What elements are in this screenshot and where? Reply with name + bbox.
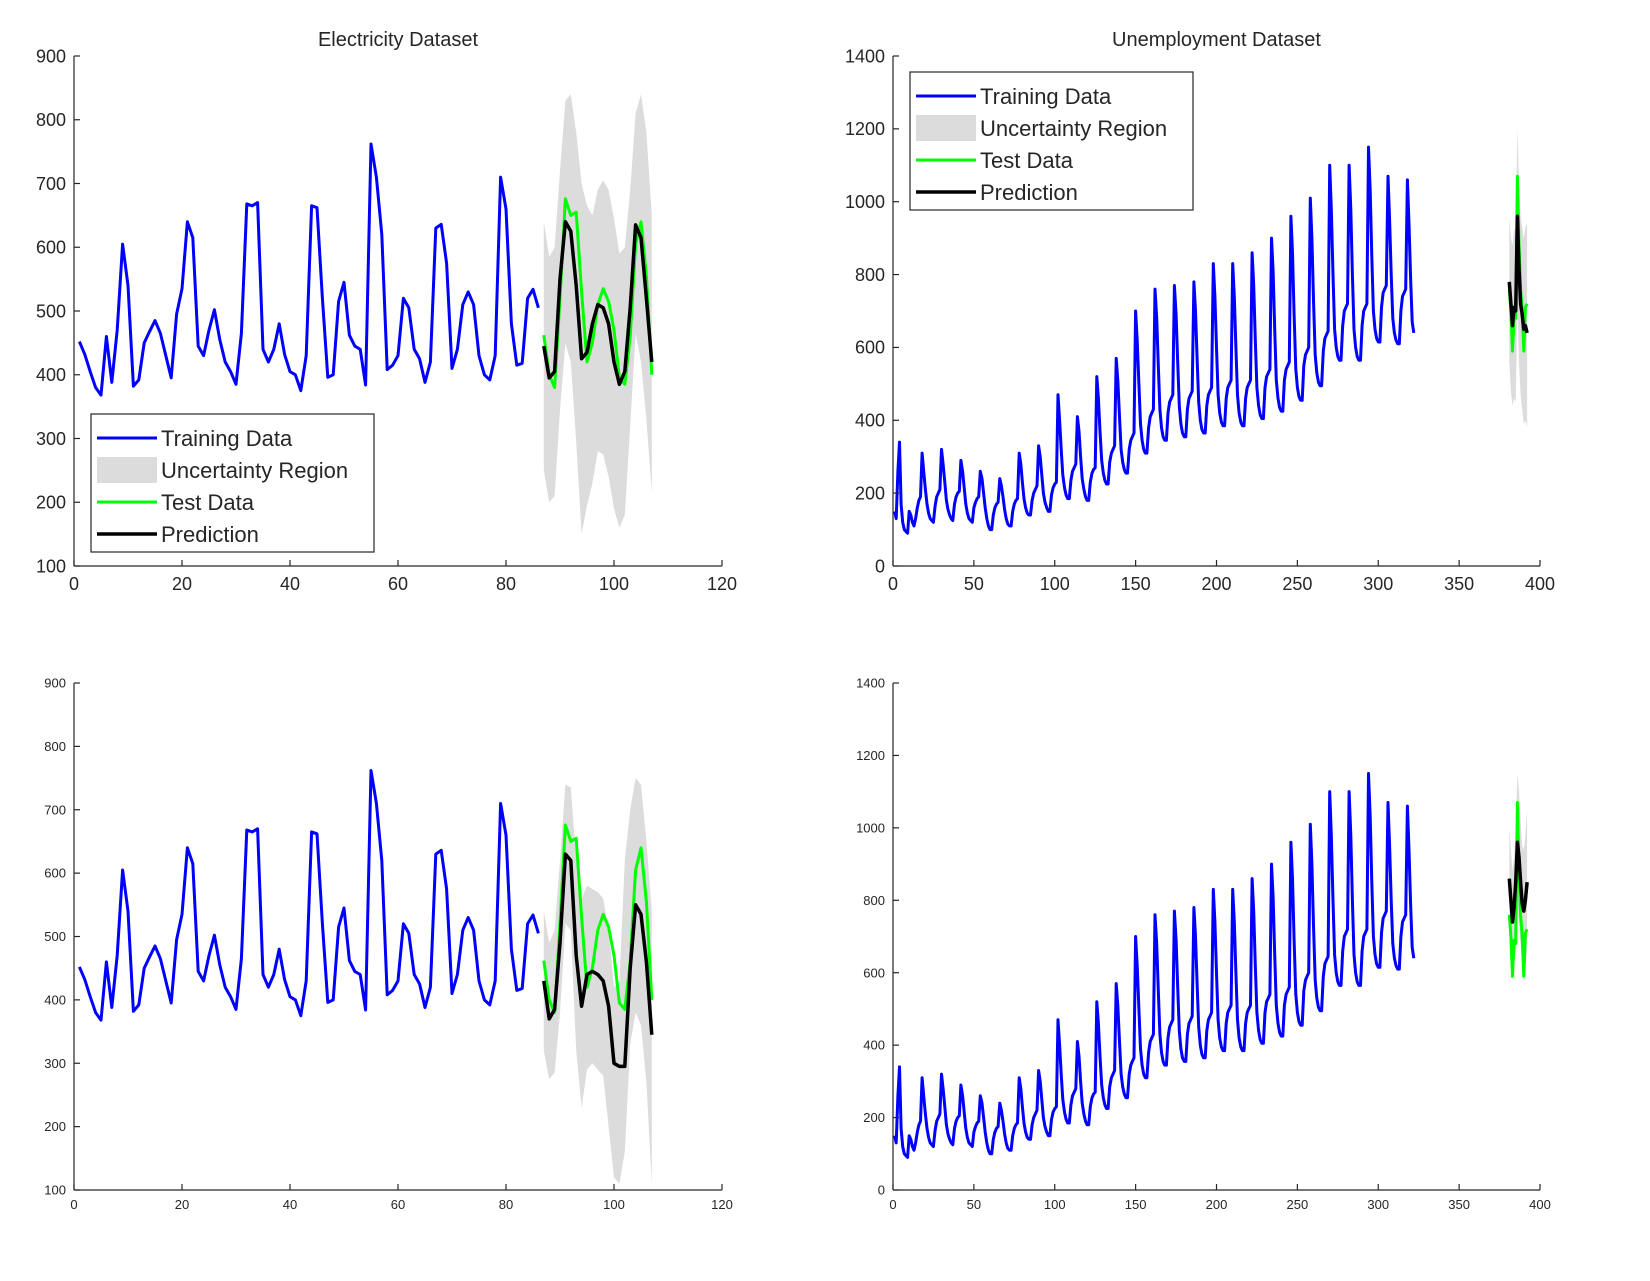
x-tick-label: 20 (172, 574, 192, 594)
prediction-line (542, 220, 654, 387)
legend-label: Training Data (980, 84, 1112, 109)
x-tick-label: 350 (1444, 574, 1474, 594)
y-tick-label: 900 (36, 46, 66, 66)
y-tick-label: 300 (36, 429, 66, 449)
y-tick-label: 400 (855, 411, 885, 431)
y-tick-label: 800 (36, 110, 66, 130)
x-tick-label: 20 (175, 1197, 189, 1212)
prediction-line (1507, 214, 1529, 334)
legend-label: Uncertainty Region (161, 458, 348, 483)
uncertainty-region (543, 778, 652, 1184)
x-tick-label: 50 (964, 574, 984, 594)
x-tick-label: 150 (1121, 574, 1151, 594)
y-tick-label: 1400 (845, 46, 885, 66)
x-tick-label: 350 (1448, 1197, 1470, 1212)
y-tick-label: 100 (36, 556, 66, 576)
x-tick-label: 60 (388, 574, 408, 594)
x-tick-label: 40 (280, 574, 300, 594)
y-tick-label: 1400 (856, 676, 885, 691)
y-tick-label: 1200 (845, 119, 885, 139)
x-tick-label: 0 (70, 1197, 77, 1212)
x-tick-label: 0 (889, 1197, 896, 1212)
y-tick-label: 600 (44, 866, 66, 881)
x-tick-label: 250 (1282, 574, 1312, 594)
y-tick-label: 600 (36, 238, 66, 258)
y-tick-label: 1000 (856, 820, 885, 835)
legend-label: Training Data (161, 426, 293, 451)
y-tick-label: 600 (855, 338, 885, 358)
x-tick-label: 100 (1044, 1197, 1066, 1212)
x-tick-label: 0 (69, 574, 79, 594)
test-data-line (1507, 174, 1529, 353)
training-data-line (893, 145, 1416, 535)
training-data-line (78, 142, 540, 397)
x-tick-label: 400 (1525, 574, 1555, 594)
subplot-top-left: 0 20 40 60 80 100 120 100 200 300 400 500 600 700 800 9… (36, 29, 737, 594)
legend-uncertainty-swatch (97, 457, 157, 483)
x-tick-label: 100 (603, 1197, 625, 1212)
y-tick-label: 600 (863, 965, 885, 980)
y-tick-label: 200 (44, 1119, 66, 1134)
y-tick-label: 700 (44, 802, 66, 817)
legend-label: Uncertainty Region (980, 116, 1167, 141)
training-data-line (893, 772, 1416, 1159)
y-tick-label: 400 (36, 365, 66, 385)
chart-title: Unemployment Dataset (1112, 29, 1321, 51)
legend-label: Test Data (980, 148, 1074, 173)
y-tick-label: 900 (44, 676, 66, 691)
x-tick-label: 150 (1125, 1197, 1147, 1212)
y-tick-label: 0 (878, 1183, 885, 1198)
y-tick-label: 800 (855, 265, 885, 285)
legend-uncertainty-swatch (916, 115, 976, 141)
y-tick-label: 0 (875, 556, 885, 576)
y-tick-label: 300 (44, 1056, 66, 1071)
y-tick-label: 800 (44, 739, 66, 754)
y-tick-label: 800 (863, 893, 885, 908)
y-tick-label: 100 (44, 1183, 66, 1198)
y-tick-label: 700 (36, 174, 66, 194)
test-data-line (1507, 801, 1529, 978)
y-tick-label: 400 (44, 992, 66, 1007)
prediction-line (1507, 840, 1529, 924)
x-tick-label: 0 (888, 574, 898, 594)
x-tick-label: 120 (711, 1197, 733, 1212)
training-data-line (78, 769, 540, 1022)
x-tick-label: 80 (499, 1197, 513, 1212)
subplot-top-right: 0 50 100 150 200 250 300 350 400 0 200 400 600 800 100… (845, 29, 1555, 594)
subplot-bottom-left: 0 20 40 60 80 100 120 100 200 300 400 500 600 700 800 9… (44, 676, 733, 1212)
x-tick-label: 60 (391, 1197, 405, 1212)
legend-label: Prediction (980, 180, 1078, 205)
y-tick-label: 400 (863, 1038, 885, 1053)
prediction-line (542, 852, 654, 1069)
x-tick-label: 250 (1287, 1197, 1309, 1212)
x-tick-label: 100 (599, 574, 629, 594)
y-tick-label: 1000 (845, 192, 885, 212)
x-tick-label: 300 (1367, 1197, 1389, 1212)
y-tick-label: 200 (855, 483, 885, 503)
x-tick-label: 40 (283, 1197, 297, 1212)
legend: Training Data Uncertainty Region Test Data… (90, 413, 375, 553)
x-tick-label: 200 (1206, 1197, 1228, 1212)
y-tick-label: 200 (36, 493, 66, 513)
x-tick-label: 400 (1529, 1197, 1551, 1212)
chart-title: Electricity Dataset (318, 29, 478, 51)
y-tick-label: 200 (863, 1110, 885, 1125)
y-tick-label: 500 (44, 929, 66, 944)
legend: Training Data Uncertainty Region Test Data… (909, 71, 1194, 211)
x-tick-label: 200 (1201, 574, 1231, 594)
x-tick-label: 50 (967, 1197, 981, 1212)
legend-label: Test Data (161, 490, 255, 515)
y-tick-label: 500 (36, 301, 66, 321)
x-tick-label: 100 (1040, 574, 1070, 594)
x-tick-label: 120 (707, 574, 737, 594)
x-tick-label: 300 (1363, 574, 1393, 594)
legend-label: Prediction (161, 522, 259, 547)
x-tick-label: 80 (496, 574, 516, 594)
y-tick-label: 1200 (856, 748, 885, 763)
subplot-bottom-right: 0 50 100 150 200 250 300 350 400 0 200 400 600 800 100… (856, 676, 1551, 1212)
